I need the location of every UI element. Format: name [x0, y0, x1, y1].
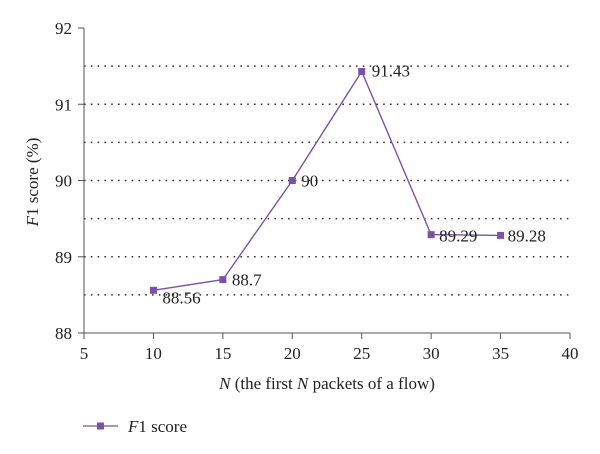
data-point	[427, 231, 435, 239]
legend-marker	[97, 422, 104, 430]
series-line	[153, 70, 501, 291]
y-axis-label-italic: F	[23, 215, 42, 227]
gridlines	[84, 65, 570, 296]
data-point	[497, 231, 505, 239]
y-tick-label: 89	[55, 248, 72, 267]
x-tick-label: 35	[492, 344, 509, 363]
data-point	[149, 286, 157, 294]
data-point	[358, 67, 366, 75]
legend: F1 score	[83, 417, 187, 436]
data-series	[149, 67, 505, 294]
data-label: 90	[301, 172, 318, 191]
data-label: 88.56	[162, 288, 200, 307]
data-label: 89.28	[508, 226, 546, 245]
data-labels: 88.56 88.7 90 91.43 89.29 89.28	[162, 61, 545, 307]
x-tick-label: 30	[423, 344, 440, 363]
data-label: 88.7	[232, 271, 262, 290]
y-tick-label: 91	[55, 95, 72, 114]
y-axis-label: F1 score (%)	[23, 138, 42, 228]
x-tick-label: 25	[353, 344, 370, 363]
data-label: 91.43	[372, 61, 410, 80]
x-tick-label: 20	[284, 344, 301, 363]
legend-label: F1 score	[127, 417, 187, 436]
y-tick-label: 90	[55, 172, 72, 191]
axes	[78, 27, 571, 339]
y-tick-label: 88	[55, 324, 72, 343]
tick-labels: 88 89 90 91 92 5 10 15 20 25 30 35 40	[55, 19, 579, 363]
x-tick-label: 15	[214, 344, 231, 363]
x-axis-label: N (the first N packets of a flow)	[218, 374, 435, 393]
data-point	[288, 177, 296, 184]
y-axis-label-rest: 1 score (%)	[23, 138, 42, 216]
data-label: 89.29	[439, 227, 477, 246]
x-tick-label: 5	[80, 344, 89, 363]
data-point	[219, 276, 227, 284]
y-tick-label: 92	[55, 19, 72, 38]
x-tick-label: 10	[145, 344, 162, 363]
x-tick-label: 40	[562, 344, 579, 363]
